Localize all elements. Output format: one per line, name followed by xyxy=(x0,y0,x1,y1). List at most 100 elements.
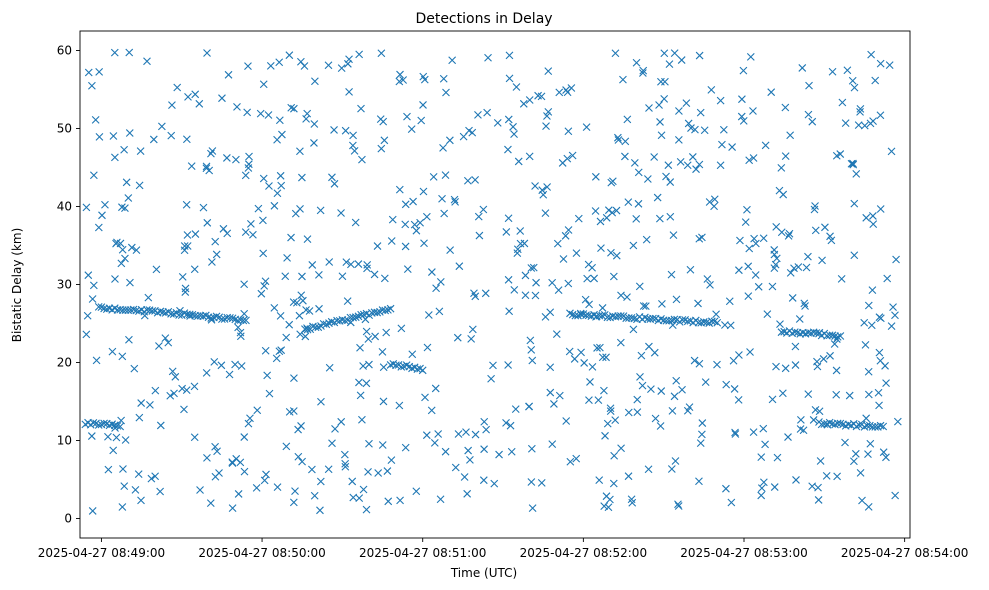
clutter-point xyxy=(261,346,270,355)
clutter-point xyxy=(882,453,890,462)
clutter-point xyxy=(168,101,176,110)
clutter-point xyxy=(781,364,790,373)
clutter-point xyxy=(310,120,319,128)
clutter-point xyxy=(593,344,601,352)
clutter-point xyxy=(850,457,858,466)
clutter-point xyxy=(574,214,583,223)
clutter-point xyxy=(246,414,254,423)
clutter-point xyxy=(490,479,499,488)
clutter-point xyxy=(348,477,357,486)
clutter-point xyxy=(645,342,653,351)
clutter-point xyxy=(849,159,857,168)
clutter-point xyxy=(572,249,581,258)
clutter-point xyxy=(552,330,561,338)
clutter-point xyxy=(463,176,472,185)
clutter-point xyxy=(240,467,249,476)
clutter-point xyxy=(182,386,191,394)
clutter-point xyxy=(811,226,820,235)
clutter-point xyxy=(203,218,212,227)
clutter-point xyxy=(364,468,372,476)
clutter-point xyxy=(850,251,859,260)
clutter-point xyxy=(818,256,826,265)
clutter-point xyxy=(808,482,817,491)
clutter-point xyxy=(328,439,336,448)
clutter-point xyxy=(664,161,673,170)
clutter-point xyxy=(883,274,892,283)
clutter-point xyxy=(590,274,599,283)
clutter-point xyxy=(876,205,885,213)
clutter-point xyxy=(585,396,593,405)
clutter-point xyxy=(450,195,459,204)
clutter-point xyxy=(772,254,781,263)
track-3-point xyxy=(341,316,349,325)
clutter-point xyxy=(184,93,192,101)
clutter-point xyxy=(412,226,421,235)
clutter-point xyxy=(358,415,366,424)
clutter-point xyxy=(542,122,550,131)
clutter-point xyxy=(233,102,241,111)
clutter-point xyxy=(609,479,618,488)
clutter-point xyxy=(362,327,371,336)
clutter-point xyxy=(734,266,743,275)
clutter-point xyxy=(662,172,670,181)
clutter-point xyxy=(395,401,404,410)
clutter-point xyxy=(427,406,436,415)
clutter-point xyxy=(572,454,581,463)
clutter-point xyxy=(885,61,894,69)
clutter-point xyxy=(521,271,530,280)
clutter-point xyxy=(594,396,603,404)
clutter-point xyxy=(287,233,295,242)
clutter-point xyxy=(310,491,319,500)
clutter-point xyxy=(308,261,317,269)
x-tick-label: 2025-04-27 08:50:00 xyxy=(198,546,325,560)
clutter-point xyxy=(135,181,144,190)
clutter-point xyxy=(365,360,373,369)
clutter-point xyxy=(504,275,513,284)
clutter-point xyxy=(596,217,605,226)
clutter-point xyxy=(241,171,250,180)
clutter-point xyxy=(270,303,279,312)
clutter-point xyxy=(819,355,828,363)
clutter-point xyxy=(657,77,665,86)
clutter-point xyxy=(434,430,443,438)
clutter-point xyxy=(190,382,199,391)
clutter-point xyxy=(273,483,282,492)
clutter-point xyxy=(734,395,743,404)
clutter-point xyxy=(695,234,704,243)
clutter-point xyxy=(773,453,782,462)
clutter-point xyxy=(314,270,323,279)
clutter-point xyxy=(629,325,638,334)
clutter-point xyxy=(203,453,211,462)
clutter-point xyxy=(879,448,888,457)
clutter-point xyxy=(489,361,497,370)
y-tick-label: 10 xyxy=(57,434,72,448)
clutter-point xyxy=(726,321,735,330)
clutter-point xyxy=(263,371,272,380)
track-6-point xyxy=(836,332,845,340)
clutter-point xyxy=(236,328,245,337)
clutter-point xyxy=(672,295,681,304)
clutter-point xyxy=(127,243,136,252)
clutter-point xyxy=(856,469,865,477)
clutter-point xyxy=(796,425,805,433)
clutter-point xyxy=(674,135,683,144)
clutter-point xyxy=(480,445,488,454)
clutter-point xyxy=(275,347,284,356)
clutter-point xyxy=(377,49,386,58)
clutter-point xyxy=(528,356,537,365)
clutter-point xyxy=(876,314,885,323)
clutter-point xyxy=(623,293,631,302)
clutter-point xyxy=(118,245,127,254)
clutter-point xyxy=(887,322,896,330)
clutter-point xyxy=(891,491,900,500)
clutter-point xyxy=(82,203,91,212)
clutter-point xyxy=(403,112,411,121)
clutter-point xyxy=(136,147,145,156)
clutter-point xyxy=(531,182,539,190)
clutter-point xyxy=(441,171,450,179)
clutter-point xyxy=(521,291,530,300)
clutter-point xyxy=(412,487,421,496)
clutter-point xyxy=(218,94,226,103)
clutter-point xyxy=(445,136,454,145)
clutter-point xyxy=(212,250,221,259)
